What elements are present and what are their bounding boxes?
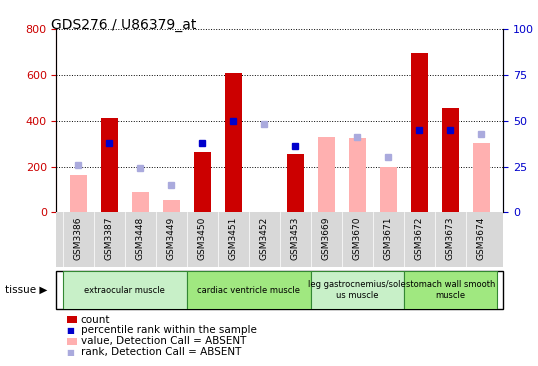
Bar: [404, 271, 497, 309]
Bar: [287, 154, 304, 212]
Text: extraocular muscle: extraocular muscle: [84, 285, 165, 295]
Text: GSM3670: GSM3670: [353, 217, 362, 260]
Bar: [380, 167, 397, 212]
Text: stomach wall smooth
muscle: stomach wall smooth muscle: [406, 280, 495, 300]
Text: percentile rank within the sample: percentile rank within the sample: [81, 325, 257, 336]
Text: value, Detection Call = ABSENT: value, Detection Call = ABSENT: [81, 336, 246, 347]
Text: ■: ■: [66, 326, 74, 335]
Text: GSM3672: GSM3672: [415, 217, 424, 260]
Text: ■: ■: [66, 348, 74, 357]
Bar: [225, 74, 242, 212]
Text: GSM3449: GSM3449: [167, 217, 176, 260]
Text: tissue ▶: tissue ▶: [5, 285, 48, 295]
Bar: [132, 192, 148, 212]
Text: GSM3669: GSM3669: [322, 217, 331, 260]
Bar: [101, 118, 118, 212]
Text: GSM3671: GSM3671: [384, 217, 393, 260]
Bar: [411, 53, 428, 212]
Bar: [194, 152, 211, 212]
Text: leg gastrocnemius/sole
us muscle: leg gastrocnemius/sole us muscle: [308, 280, 406, 300]
Text: rank, Detection Call = ABSENT: rank, Detection Call = ABSENT: [81, 347, 241, 358]
Text: GSM3450: GSM3450: [198, 217, 207, 260]
Bar: [473, 142, 490, 212]
Bar: [63, 271, 187, 309]
Text: GDS276 / U86379_at: GDS276 / U86379_at: [51, 18, 196, 32]
Text: GSM3386: GSM3386: [74, 217, 83, 260]
Text: GSM3452: GSM3452: [260, 217, 269, 260]
Text: GSM3673: GSM3673: [446, 217, 455, 260]
Bar: [69, 175, 87, 212]
Bar: [442, 108, 459, 212]
Text: GSM3453: GSM3453: [291, 217, 300, 260]
Text: count: count: [81, 314, 110, 325]
Text: cardiac ventricle muscle: cardiac ventricle muscle: [197, 285, 300, 295]
Bar: [187, 271, 311, 309]
Bar: [349, 138, 366, 212]
Text: GSM3387: GSM3387: [105, 217, 114, 260]
Text: GSM3451: GSM3451: [229, 217, 238, 260]
Text: GSM3448: GSM3448: [136, 217, 145, 260]
Text: GSM3674: GSM3674: [477, 217, 486, 260]
Bar: [318, 137, 335, 212]
Bar: [311, 271, 404, 309]
Bar: [162, 200, 180, 212]
